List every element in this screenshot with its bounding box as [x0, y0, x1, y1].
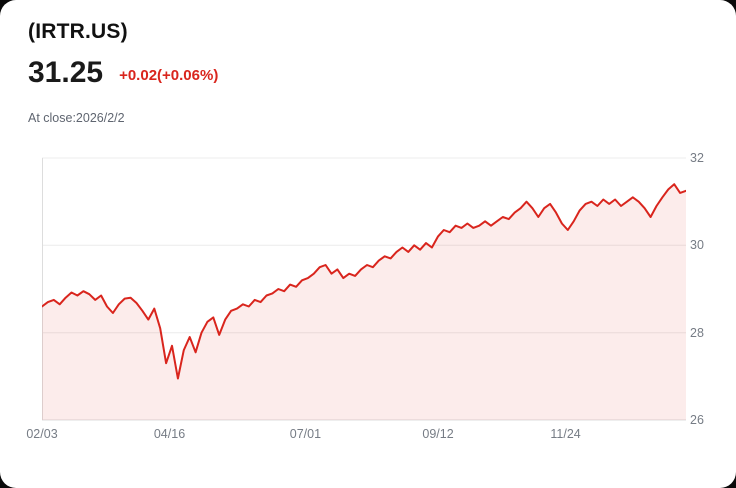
- price-chart-svg: [42, 157, 686, 421]
- x-tick-label-02-03: 02/03: [26, 427, 58, 441]
- y-tick-label-26: 26: [690, 413, 704, 427]
- last-price: 31.25: [28, 56, 104, 89]
- x-tick-label-07-01: 07/01: [289, 427, 322, 441]
- y-tick-label-30: 30: [690, 238, 704, 253]
- area-fill: [42, 184, 686, 420]
- x-tick-label-09-12: 09/12: [422, 427, 454, 441]
- price-row: 31.25 +0.02(+0.06%): [28, 56, 218, 90]
- y-tick-label-28: 28: [690, 325, 704, 340]
- as-of-timestamp: At close:2026/2/2: [28, 111, 125, 125]
- y-tick-label-32: 32: [690, 151, 704, 165]
- x-tick-label-04-16: 04/16: [153, 427, 186, 441]
- x-axis-labels: 02/03 04/16 07/01 09/12 11/24: [26, 427, 686, 445]
- price-change: +0.02(+0.06%): [119, 66, 219, 84]
- price-line: [42, 183, 686, 380]
- price-chart: [42, 150, 686, 423]
- y-axis-labels: 26 28 30 32: [690, 150, 730, 427]
- ticker-symbol: (IRTR.US): [28, 20, 128, 43]
- x-tick-label-11-24: 11/24: [550, 427, 581, 441]
